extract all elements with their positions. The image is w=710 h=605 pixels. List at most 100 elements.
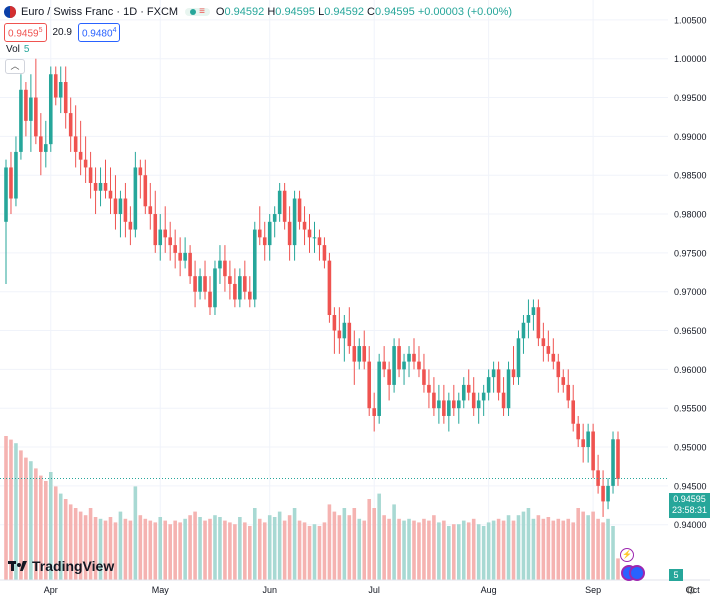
candle-body bbox=[118, 198, 123, 215]
candle-body bbox=[566, 384, 571, 401]
candle bbox=[581, 423, 585, 463]
candle-body bbox=[233, 283, 237, 300]
volume-bar bbox=[302, 522, 307, 580]
candle-body bbox=[103, 182, 108, 191]
volume-bar bbox=[556, 518, 561, 580]
lightning-icon[interactable]: ⚡ bbox=[620, 548, 634, 562]
candle-body bbox=[198, 276, 202, 292]
volume-bar bbox=[571, 522, 576, 580]
brand-name: TradingView bbox=[32, 558, 115, 574]
volume-bar bbox=[412, 520, 416, 580]
candle bbox=[133, 151, 138, 238]
buy-button[interactable]: 0.94804 bbox=[77, 23, 121, 43]
candle bbox=[233, 268, 237, 308]
candle-body bbox=[153, 214, 158, 246]
candle bbox=[571, 384, 576, 432]
candle-body bbox=[516, 338, 521, 378]
candle-body bbox=[148, 206, 153, 215]
settings-icon[interactable]: ⚙ bbox=[686, 585, 696, 597]
volume-bar bbox=[486, 522, 491, 580]
volume-bar bbox=[257, 518, 262, 580]
candles bbox=[4, 58, 620, 517]
candle bbox=[118, 190, 123, 238]
volume-bar bbox=[213, 515, 217, 580]
volume-bar bbox=[173, 520, 177, 580]
volume-bars bbox=[4, 436, 620, 580]
candle-body bbox=[377, 361, 381, 416]
volume-bar bbox=[143, 518, 148, 580]
volume-legend[interactable]: Vol 5 bbox=[6, 44, 29, 55]
candle-body bbox=[193, 276, 197, 292]
candle bbox=[252, 221, 257, 308]
volume-bar bbox=[198, 517, 202, 580]
candle bbox=[243, 260, 247, 300]
candle bbox=[29, 74, 33, 152]
tradingview-logo[interactable]: TradingView bbox=[8, 558, 114, 574]
candle bbox=[427, 369, 431, 409]
candle bbox=[78, 120, 83, 176]
volume-bar bbox=[317, 526, 322, 580]
candle bbox=[501, 377, 506, 416]
candle bbox=[208, 276, 212, 316]
symbol-header[interactable]: Euro / Swiss Franc · 1D · FXCM ≡ O0.9459… bbox=[4, 4, 512, 20]
volume-bar bbox=[601, 522, 605, 580]
candle-body bbox=[447, 400, 451, 416]
volume-bar bbox=[248, 526, 252, 580]
candle bbox=[148, 182, 153, 230]
market-status[interactable]: ≡ bbox=[185, 6, 210, 17]
volume-bar bbox=[93, 517, 98, 580]
volume-bar bbox=[312, 524, 317, 580]
candle-body bbox=[173, 245, 177, 253]
candle-body bbox=[372, 408, 376, 416]
candle-body bbox=[616, 439, 620, 479]
volume-bar bbox=[377, 493, 381, 580]
candle-body bbox=[163, 229, 168, 238]
candle-body bbox=[352, 346, 357, 362]
volume-bar bbox=[272, 517, 277, 580]
candle bbox=[601, 470, 605, 517]
candle-body bbox=[402, 361, 406, 370]
candle-body bbox=[287, 221, 292, 246]
volume-bar bbox=[4, 436, 8, 580]
candle bbox=[521, 315, 526, 354]
candle-body bbox=[257, 229, 262, 238]
candle-body bbox=[546, 346, 551, 354]
candle bbox=[372, 392, 376, 432]
volume-bar bbox=[422, 518, 426, 580]
volume-bar bbox=[476, 524, 481, 580]
volume-bar bbox=[551, 520, 556, 580]
symbol-title[interactable]: Euro / Swiss Franc · 1D · FXCM bbox=[21, 6, 179, 18]
candle bbox=[193, 260, 197, 308]
candle bbox=[34, 58, 38, 145]
volume-bar bbox=[432, 515, 436, 580]
x-axis[interactable]: AprMayJunJulAugSepOctNov bbox=[0, 579, 710, 595]
y-tick-label: 0.96500 bbox=[674, 326, 707, 336]
candle bbox=[486, 369, 491, 401]
event-icon[interactable] bbox=[629, 565, 645, 581]
volume-bar bbox=[616, 558, 620, 580]
sell-button[interactable]: 0.94595 bbox=[4, 23, 47, 43]
candle bbox=[526, 299, 531, 339]
candle-body bbox=[203, 276, 207, 292]
candle-body bbox=[576, 423, 580, 440]
x-tick-label: Oct bbox=[686, 585, 701, 595]
collapse-icon[interactable]: ︿ bbox=[5, 59, 25, 74]
candle-body bbox=[19, 89, 23, 152]
candle-body bbox=[34, 97, 38, 137]
candle-body bbox=[93, 182, 98, 191]
volume-bar bbox=[19, 450, 23, 580]
volume-bar bbox=[183, 518, 187, 580]
candle-body bbox=[581, 439, 585, 448]
menu-icon: ≡ bbox=[199, 6, 205, 17]
candle-body bbox=[412, 353, 416, 362]
candle bbox=[128, 206, 133, 246]
candle-body bbox=[9, 167, 13, 199]
volume-bar bbox=[262, 522, 267, 580]
candle bbox=[412, 338, 416, 370]
candle-body bbox=[24, 89, 28, 121]
volume-bar bbox=[516, 515, 521, 580]
candle-body bbox=[168, 237, 172, 246]
ohlc-values: O0.94592 H0.94595 L0.94592 C0.94595 +0.0… bbox=[216, 6, 512, 18]
